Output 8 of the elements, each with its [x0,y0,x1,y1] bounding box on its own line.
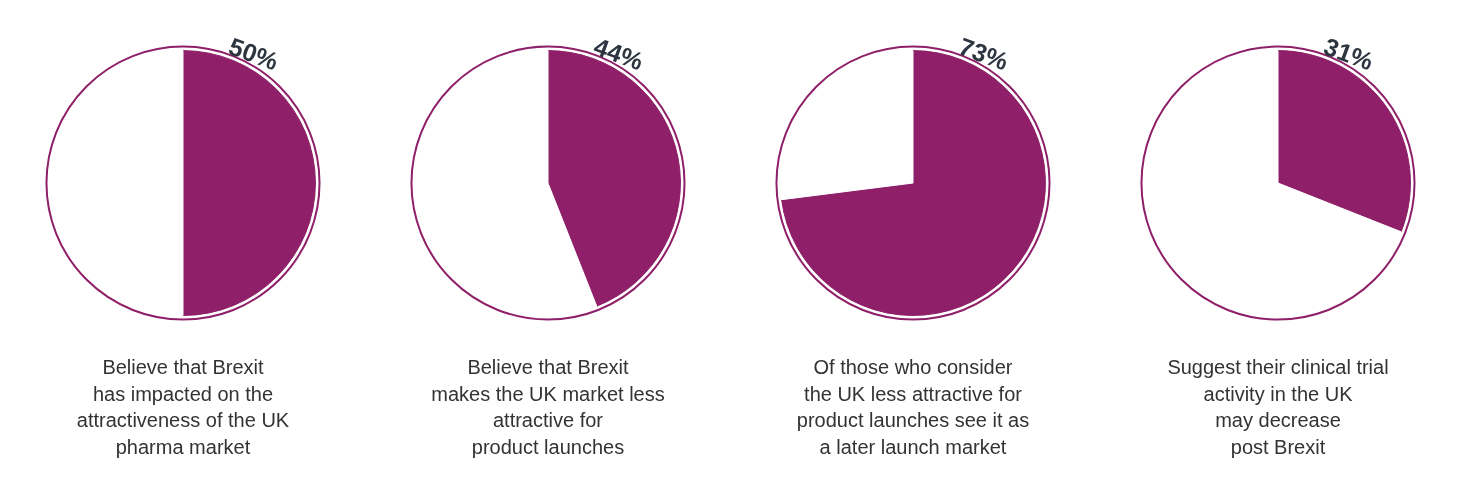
text: Of those who consider the UK less attractive for product launches see it as a later launch market [796,356,1030,458]
data-label: 44% [590,31,648,76]
text: Believe that Brexit makes the UK market less attractive for product launches [431,356,665,458]
data-label: 73% [955,31,1013,76]
data-label: 50% [225,31,283,76]
data-label: 31% [1320,31,1378,76]
text: Believe that Brexit has impacted on the attractiveness of the UK pharma market [76,356,290,458]
text: Suggest their clinical trial activity in the UK may decrease post Brexit [1167,356,1389,458]
